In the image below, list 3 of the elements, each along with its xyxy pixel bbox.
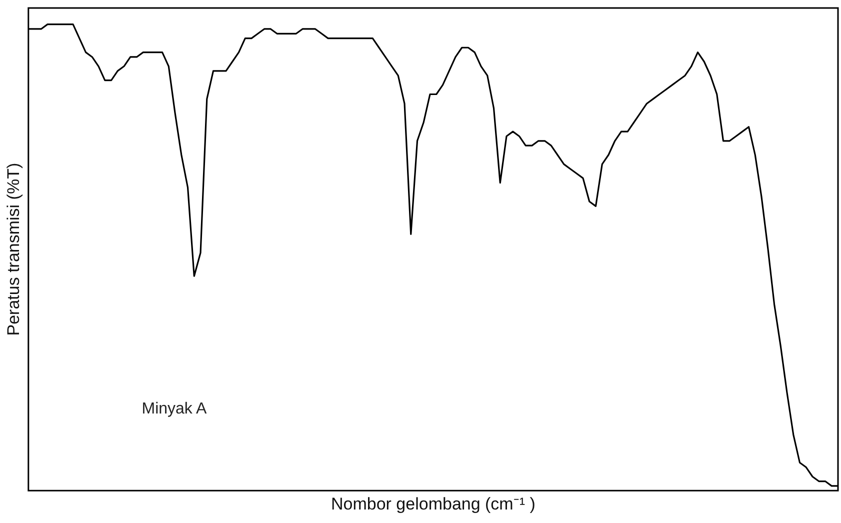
x-axis-title: Nombor gelombang (cm⁻¹ ) <box>330 494 536 514</box>
annotation: Minyak A <box>142 400 207 418</box>
y-axis-title: Peratus transmisi (%T) <box>4 162 23 336</box>
